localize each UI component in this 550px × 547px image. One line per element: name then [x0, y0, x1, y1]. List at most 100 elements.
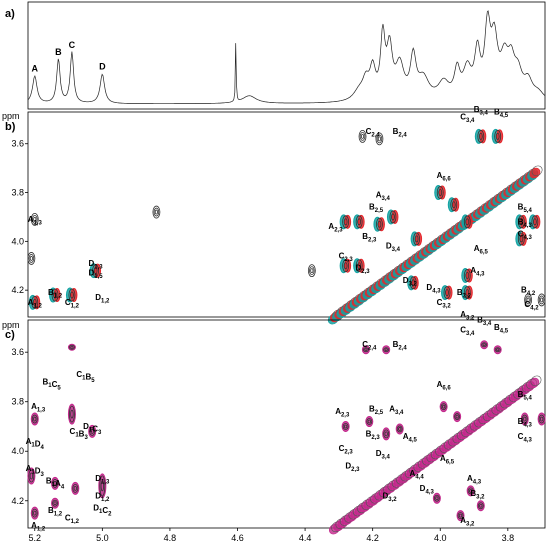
label-letter: C — [460, 325, 466, 334]
crosspeak-contour — [343, 424, 348, 429]
crosspeak-label: B4,3 — [518, 417, 533, 429]
crosspeak-contour — [538, 295, 545, 305]
crosspeak-label: B4,5 — [494, 323, 509, 335]
crosspeak-label: C2,4 — [366, 127, 381, 139]
label-subscript: 2,4 — [398, 132, 407, 138]
x-tick-label: 5.0 — [96, 533, 109, 543]
crosspeak-contour — [33, 216, 37, 222]
x-tick-label: 3.8 — [502, 533, 515, 543]
label-subscript: 2,3 — [368, 237, 377, 243]
crosspeak-contour — [443, 286, 451, 299]
panel-c-frame — [27, 319, 546, 529]
label-letter: B — [79, 429, 85, 438]
label-subscript: 2,3 — [334, 228, 343, 234]
crosspeak-label: C1,2 — [65, 514, 80, 526]
label-subscript: 6,6 — [442, 385, 451, 391]
label-letter: A — [31, 402, 37, 411]
crosspeak-label: C4,2 — [524, 300, 539, 312]
crosspeak-label: A6,5 — [474, 244, 489, 256]
crosspeak-contour — [384, 431, 388, 437]
crosspeak-contour — [72, 483, 79, 493]
crosspeak-contour — [465, 218, 470, 226]
label-subscript: 1,3 — [33, 220, 42, 226]
label-subscript: 1 — [99, 509, 103, 515]
label-subscript: 3,4 — [395, 410, 404, 416]
label-letter: A — [440, 454, 446, 463]
crosspeak-label: B1C5 — [43, 377, 62, 391]
crosspeak-contour — [463, 215, 471, 229]
label-letter: A — [328, 222, 334, 231]
panel-c-label: c) — [5, 329, 15, 341]
crosspeak-contour — [69, 405, 75, 423]
label-letter: B — [46, 476, 52, 485]
crosspeak-label: A1D4 — [26, 437, 45, 451]
label-subscript: 3,4 — [483, 321, 492, 327]
crosspeak-contour — [310, 268, 314, 274]
crosspeak-contour — [532, 218, 537, 226]
crosspeak-contour — [517, 215, 525, 229]
crosspeak-label: D1C3 — [83, 422, 102, 436]
crosspeak-contour — [100, 480, 104, 492]
crosspeak-contour — [455, 414, 459, 419]
crosspeak-contour — [51, 288, 59, 302]
label-subscript: 1,2 — [101, 497, 110, 503]
label-subscript: 4,3 — [432, 289, 441, 295]
crosspeak-label: D3,4 — [386, 242, 401, 254]
label-letter: A — [474, 244, 480, 253]
crosspeak-label: A1,2 — [28, 298, 43, 310]
label-letter: B — [48, 506, 54, 515]
label-letter: C — [92, 424, 98, 433]
crosspeak-contour — [153, 207, 160, 217]
crosspeak-contour — [523, 416, 527, 422]
label-letter: C — [518, 432, 524, 441]
crosspeak-contour — [307, 264, 316, 278]
label-subscript: 2,3 — [344, 257, 353, 263]
crosspeak-contour — [441, 404, 446, 409]
crosspeak-contour — [343, 262, 348, 270]
crosspeak-contour — [469, 488, 473, 493]
crosspeak-contour — [89, 427, 96, 436]
crosspeak-label: C1,2 — [65, 298, 80, 310]
label-letter: A — [26, 464, 32, 473]
crosspeak-label: A6,5 — [440, 454, 455, 466]
label-letter: A — [335, 407, 341, 416]
label-letter: A — [437, 380, 443, 389]
crosspeak-contour — [377, 220, 382, 228]
label-letter: A — [403, 432, 409, 441]
y-tick-label: 4.2 — [11, 285, 24, 295]
label-subscript: 1,2 — [54, 294, 63, 300]
crosspeak-contour — [435, 496, 439, 501]
crosspeak-contour — [53, 501, 57, 506]
y-tick-label: 3.8 — [11, 188, 24, 198]
crosspeak-contour — [521, 414, 528, 424]
crosspeak-contour — [93, 267, 98, 275]
x-tick-label: 4.2 — [366, 533, 379, 543]
label-subscript: 3,4 — [480, 111, 489, 117]
crosspeak-label: B3,4 — [477, 315, 492, 327]
label-letter: D — [403, 276, 409, 285]
spectrum-trace — [27, 10, 546, 105]
crosspeak-contour — [465, 289, 470, 296]
crosspeak-label: D3,2 — [382, 491, 397, 503]
crosspeak-magenta — [98, 473, 107, 499]
crosspeak-label: C1B5 — [76, 370, 95, 384]
label-subscript: 3,2 — [476, 494, 485, 500]
crosspeak-contour — [52, 499, 58, 507]
crosspeak-contour — [53, 291, 57, 299]
crosspeak-contour — [31, 508, 38, 518]
label-subscript: 4,3 — [476, 272, 485, 278]
y-tick-label: 4.2 — [11, 496, 24, 506]
label-letter: A — [55, 479, 61, 488]
crosspeak-contour — [519, 235, 524, 243]
crosspeak-contour — [28, 254, 35, 263]
crosspeak-label: D1,3 — [89, 259, 104, 271]
crosspeak-contour — [355, 215, 363, 229]
crosspeak-contour — [495, 133, 500, 140]
peak-label-c: C — [69, 40, 76, 50]
label-letter: B — [518, 217, 524, 226]
crosspeak-contour — [309, 266, 315, 276]
label-subscript: 1 — [75, 432, 79, 438]
label-subscript: 1,3 — [94, 264, 103, 270]
crosspeak-label: B1A4 — [46, 476, 65, 490]
label-subscript: 3,2 — [463, 294, 472, 300]
